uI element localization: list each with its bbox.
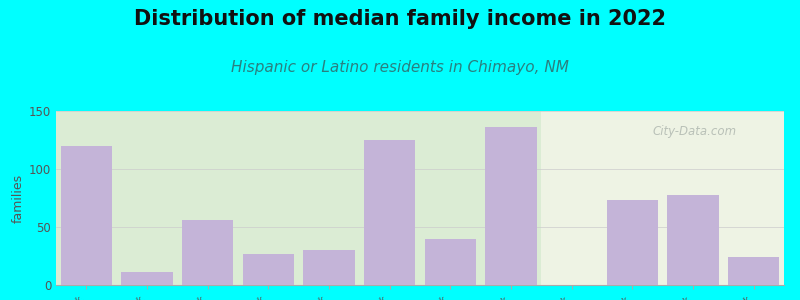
Bar	[606, 200, 658, 285]
Bar	[486, 127, 537, 285]
Bar	[667, 194, 718, 285]
Bar	[56, 111, 542, 285]
Y-axis label: families: families	[12, 173, 25, 223]
Bar	[242, 254, 294, 285]
Text: Distribution of median family income in 2022: Distribution of median family income in …	[134, 9, 666, 29]
Text: City-Data.com: City-Data.com	[653, 125, 737, 138]
Text: Hispanic or Latino residents in Chimayo, NM: Hispanic or Latino residents in Chimayo,…	[231, 60, 569, 75]
Bar	[364, 140, 415, 285]
Bar	[728, 257, 779, 285]
Bar	[122, 272, 173, 285]
Bar	[542, 111, 784, 285]
Bar	[182, 220, 234, 285]
Bar	[61, 146, 112, 285]
Bar	[303, 250, 354, 285]
Bar	[425, 238, 476, 285]
